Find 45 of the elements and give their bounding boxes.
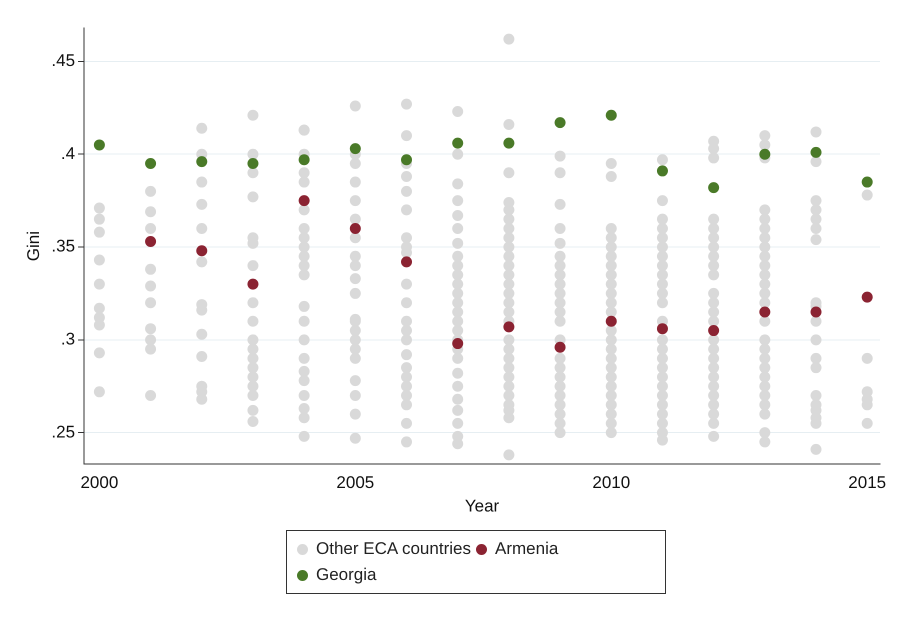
point [606, 110, 617, 121]
x-tick-label: 2010 [592, 473, 630, 492]
point [554, 117, 566, 128]
y-tick-label: .4 [60, 144, 76, 163]
point [708, 182, 720, 194]
point [401, 154, 412, 166]
point [145, 158, 156, 169]
point [196, 156, 208, 168]
point [298, 195, 310, 206]
point [196, 245, 208, 256]
y-axis-title: Gini [24, 230, 43, 262]
point [862, 292, 873, 303]
y-tick-label: .35 [51, 236, 76, 256]
legend-label: Armenia [495, 539, 558, 559]
y-tick-label: .45 [51, 51, 76, 70]
point [759, 306, 770, 318]
point [810, 146, 822, 158]
point [94, 139, 105, 150]
point [401, 256, 412, 268]
point [708, 325, 720, 336]
point [452, 338, 464, 350]
point [452, 138, 464, 149]
y-tick-label: .25 [51, 422, 76, 442]
point [350, 143, 361, 154]
x-tick-label: 2005 [336, 473, 374, 492]
point [810, 306, 822, 318]
point [145, 236, 156, 247]
y-tick-label: .3 [60, 330, 76, 349]
x-axis-title: Year [464, 496, 500, 516]
point [350, 222, 361, 234]
x-tick-label: 2015 [848, 473, 886, 492]
point [298, 154, 310, 166]
point [503, 138, 514, 149]
point [656, 165, 668, 176]
legend-label: Other ECA countries [316, 539, 471, 559]
point [656, 323, 668, 334]
point [862, 176, 873, 188]
point [247, 278, 258, 290]
point [554, 342, 566, 353]
point [503, 321, 514, 332]
point [759, 148, 770, 160]
point [606, 316, 617, 327]
x-tick-label: 2000 [80, 473, 118, 492]
point [247, 158, 258, 169]
legend-label: Georgia [316, 565, 376, 585]
